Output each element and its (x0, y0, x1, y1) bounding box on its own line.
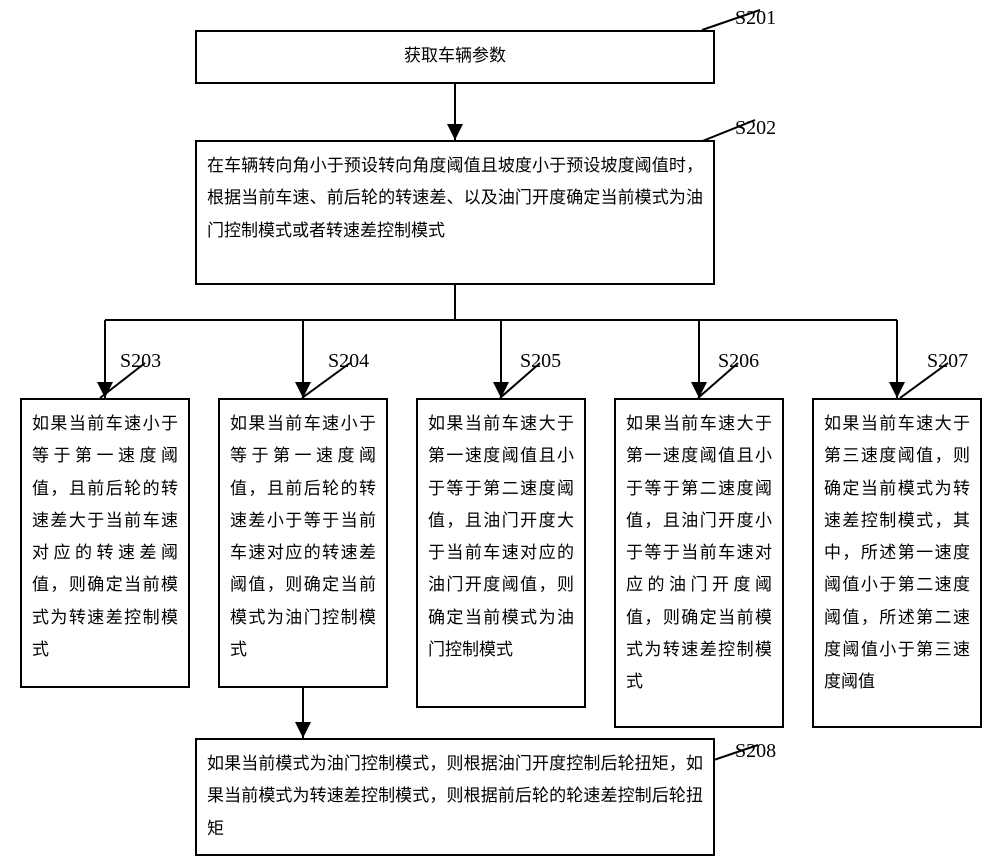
step-label-n208: S208 (735, 740, 776, 763)
flow-node-n205: 如果当前车速大于第一速度阈值且小于等于第二速度阈值，且油门开度大于当前车速对应的… (416, 398, 586, 708)
flow-node-n204: 如果当前车速小于等于第一速度阈值，且前后轮的转速差小于等于当前车速对应的转速差阈… (218, 398, 388, 688)
step-label-n201: S201 (735, 7, 776, 30)
step-label-n206: S206 (718, 350, 759, 373)
flow-node-n207: 如果当前车速大于第三速度阈值，则确定当前模式为转速差控制模式，其中，所述第一速度… (812, 398, 982, 728)
flow-node-n201: 获取车辆参数 (195, 30, 715, 84)
flow-node-n202: 在车辆转向角小于预设转向角度阈值且坡度小于预设坡度阈值时，根据当前车速、前后轮的… (195, 140, 715, 285)
flow-node-n206: 如果当前车速大于第一速度阈值且小于等于第二速度阈值，且油门开度小于等于当前车速对… (614, 398, 784, 728)
step-label-n205: S205 (520, 350, 561, 373)
step-label-n207: S207 (927, 350, 968, 373)
step-label-n204: S204 (328, 350, 369, 373)
flow-node-n208: 如果当前模式为油门控制模式，则根据油门开度控制后轮扭矩，如果当前模式为转速差控制… (195, 738, 715, 856)
step-label-n203: S203 (120, 350, 161, 373)
step-label-n202: S202 (735, 117, 776, 140)
flow-node-n203: 如果当前车速小于等于第一速度阈值，且前后轮的转速差大于当前车速对应的转速差阈值，… (20, 398, 190, 688)
